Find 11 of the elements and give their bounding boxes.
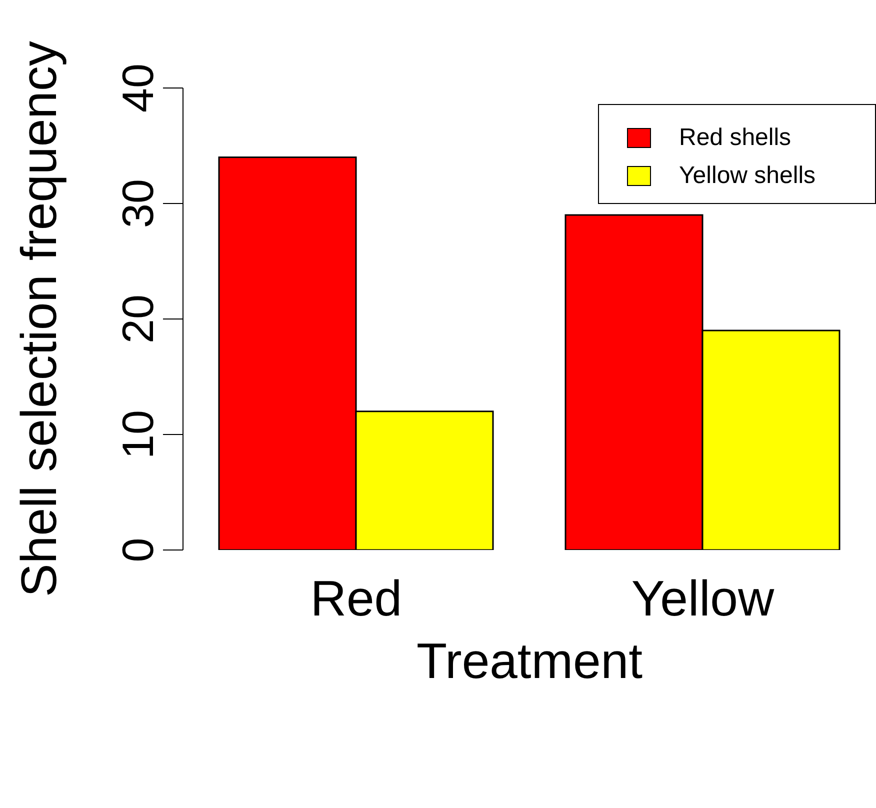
y-axis-title: Shell selection frequency xyxy=(10,41,67,597)
y-tick-label: 40 xyxy=(114,64,163,112)
y-tick-label: 20 xyxy=(114,294,163,344)
y-tick-label: 0 xyxy=(114,538,163,562)
x-axis-title: Treatment xyxy=(416,633,643,689)
y-tick-label: 10 xyxy=(114,410,163,459)
x-tick-label: Yellow xyxy=(631,570,775,626)
legend-label: Yellow shells xyxy=(679,162,816,190)
x-tick-label: Red xyxy=(310,570,402,626)
legend-label: Red shells xyxy=(679,124,792,152)
y-tick-label: 30 xyxy=(114,179,163,228)
